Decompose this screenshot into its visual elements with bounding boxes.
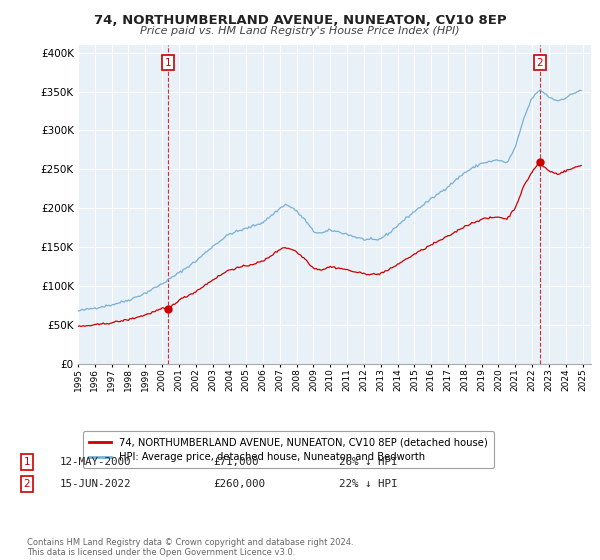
Text: 74, NORTHUMBERLAND AVENUE, NUNEATON, CV10 8EP: 74, NORTHUMBERLAND AVENUE, NUNEATON, CV1… [94,14,506,27]
Legend: 74, NORTHUMBERLAND AVENUE, NUNEATON, CV10 8EP (detached house), HPI: Average pri: 74, NORTHUMBERLAND AVENUE, NUNEATON, CV1… [83,431,494,468]
Text: £71,000: £71,000 [213,457,259,467]
Text: 2: 2 [23,479,31,489]
Text: 15-JUN-2022: 15-JUN-2022 [60,479,131,489]
Text: 26% ↓ HPI: 26% ↓ HPI [339,457,397,467]
Text: 22% ↓ HPI: 22% ↓ HPI [339,479,397,489]
Text: 2: 2 [536,58,543,68]
Text: £260,000: £260,000 [213,479,265,489]
Text: Contains HM Land Registry data © Crown copyright and database right 2024.
This d: Contains HM Land Registry data © Crown c… [27,538,353,557]
Point [535,157,545,166]
Text: 1: 1 [165,58,172,68]
Text: 12-MAY-2000: 12-MAY-2000 [60,457,131,467]
Point [164,304,173,313]
Text: Price paid vs. HM Land Registry's House Price Index (HPI): Price paid vs. HM Land Registry's House … [140,26,460,36]
Text: 1: 1 [23,457,31,467]
